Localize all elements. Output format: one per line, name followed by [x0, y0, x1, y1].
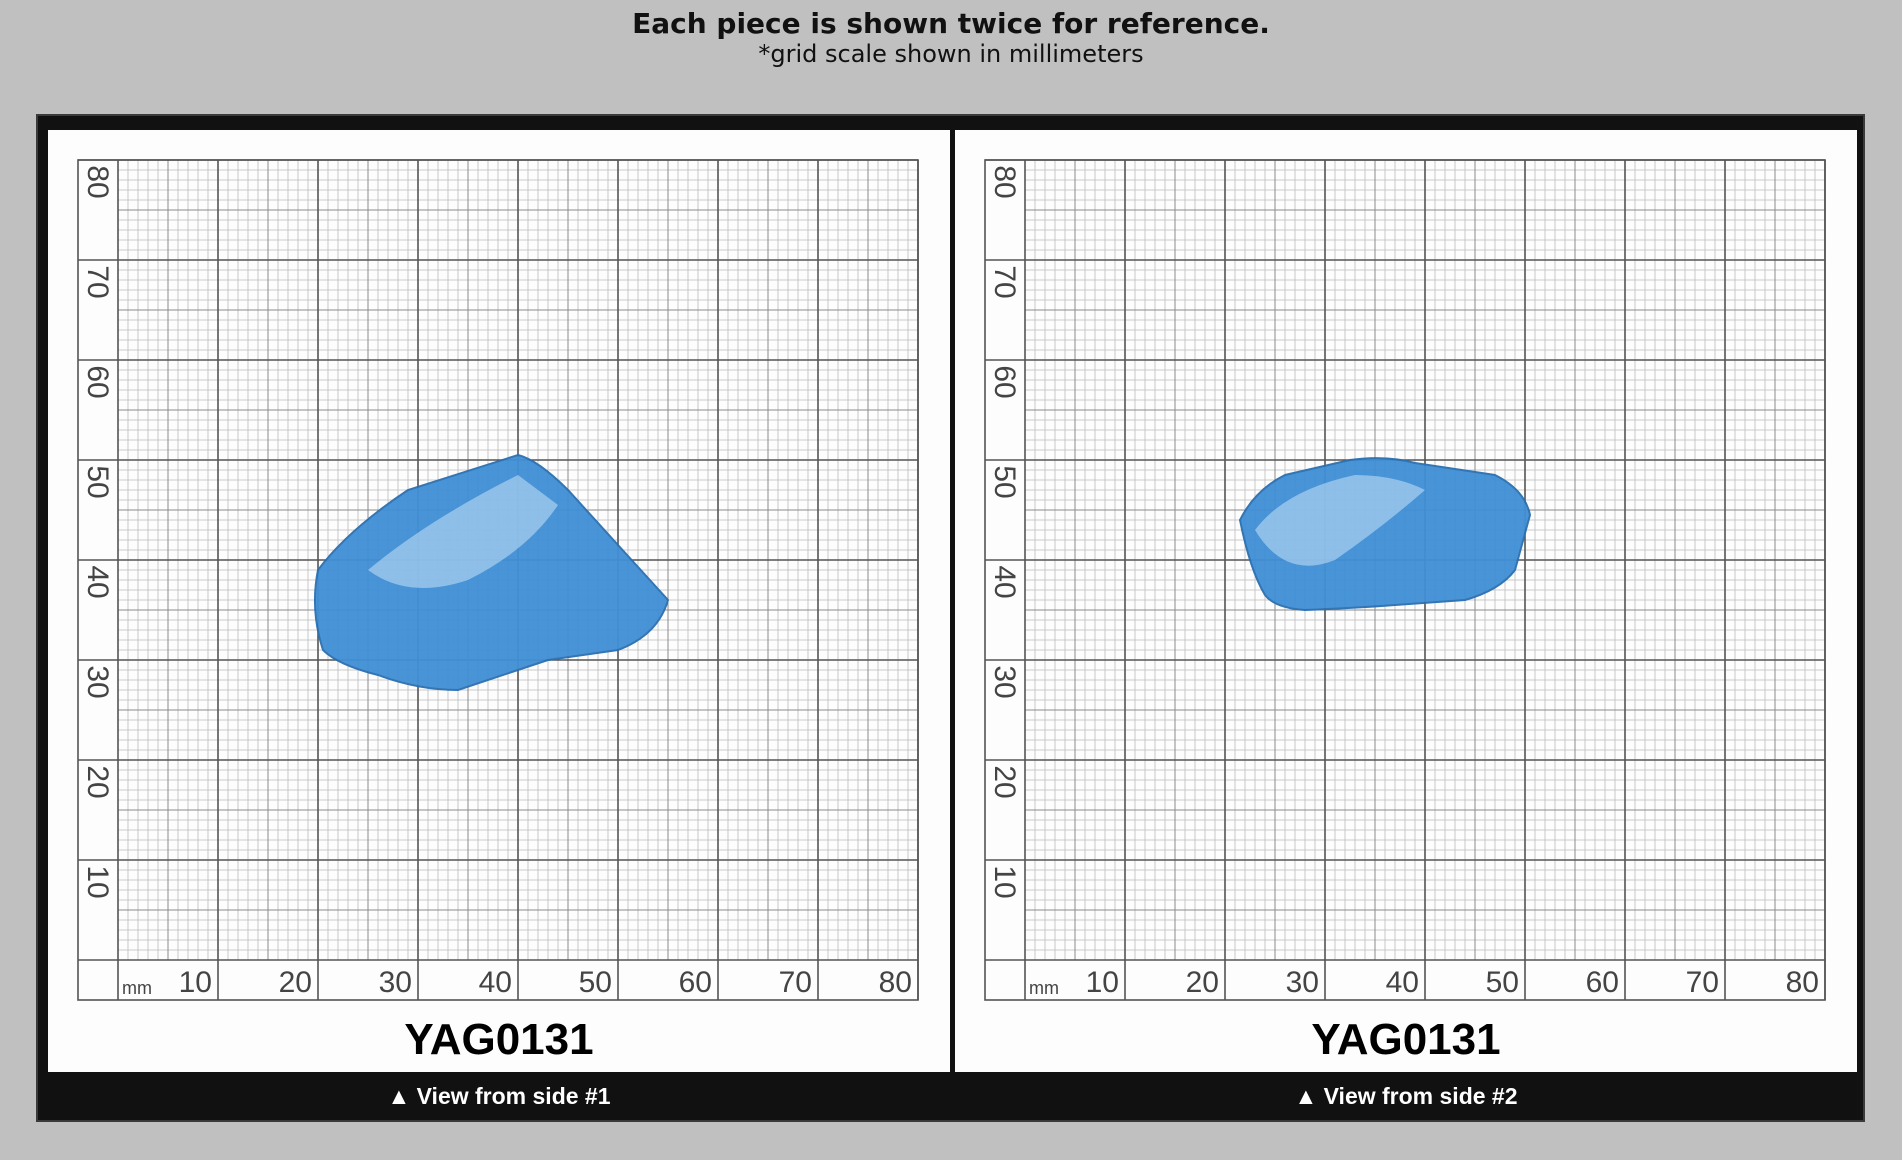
caption-side-2: ▲ View from side #2 — [1294, 1083, 1518, 1109]
gemstone-highlight — [1255, 475, 1425, 566]
y-tick-label: 40 — [988, 565, 1021, 598]
x-tick-label: 40 — [1386, 966, 1419, 999]
y-tick-label: 70 — [988, 265, 1021, 298]
x-tick-label: 60 — [1586, 966, 1619, 999]
x-tick-label: 70 — [779, 966, 812, 999]
x-tick-label: 10 — [179, 966, 212, 999]
y-tick-label: 10 — [81, 865, 114, 898]
unit-label: mm — [122, 978, 152, 998]
y-tick-label: 50 — [988, 465, 1021, 498]
y-tick-label: 30 — [81, 665, 114, 698]
y-tick-label: 80 — [81, 165, 114, 198]
y-tick-label: 50 — [81, 465, 114, 498]
y-tick-label: 60 — [988, 365, 1021, 398]
caption-side-1: ▲ View from side #1 — [387, 1083, 611, 1109]
x-tick-label: 70 — [1686, 966, 1719, 999]
y-tick-label: 70 — [81, 265, 114, 298]
gemstone-highlight — [368, 475, 558, 588]
x-tick-label: 80 — [1786, 966, 1819, 999]
x-tick-label: 50 — [579, 966, 612, 999]
x-tick-label: 20 — [1186, 966, 1219, 999]
panel-side-2: 10 20 30 40 50 60 70 80 mm 10 20 30 40 50 60 70 80 YAG01… — [955, 130, 1857, 1072]
photo-frame: 10 20 30 40 50 60 70 80 mm 10 20 30 40 50 60 70 80 YAG01… — [36, 114, 1865, 1122]
y-tick-label: 20 — [81, 765, 114, 798]
x-tick-label: 30 — [379, 966, 412, 999]
unit-label: mm — [1029, 978, 1059, 998]
x-tick-label: 10 — [1086, 966, 1119, 999]
grid-sheet-side-1: 10 20 30 40 50 60 70 80 mm 10 20 30 40 50 60 70 80 — [77, 159, 919, 1001]
grid-sheet-side-2: 10 20 30 40 50 60 70 80 mm 10 20 30 40 50 60 70 80 — [984, 159, 1826, 1001]
x-tick-label: 30 — [1286, 966, 1319, 999]
gemstone-photo — [313, 453, 670, 692]
y-tick-label: 60 — [81, 365, 114, 398]
y-tick-label: 40 — [81, 565, 114, 598]
x-tick-label: 20 — [279, 966, 312, 999]
y-tick-label: 80 — [988, 165, 1021, 198]
panel-side-1: 10 20 30 40 50 60 70 80 mm 10 20 30 40 50 60 70 80 YAG01… — [48, 130, 950, 1072]
y-tick-label: 20 — [988, 765, 1021, 798]
x-tick-label: 60 — [679, 966, 712, 999]
page-subtitle: *grid scale shown in millimeters — [758, 40, 1144, 68]
specimen-id-side-1: YAG0131 — [404, 1015, 594, 1064]
y-tick-label: 10 — [988, 865, 1021, 898]
x-tick-label: 80 — [879, 966, 912, 999]
x-tick-label: 40 — [479, 966, 512, 999]
page-title: Each piece is shown twice for reference. — [632, 7, 1270, 40]
y-tick-label: 30 — [988, 665, 1021, 698]
x-tick-label: 50 — [1486, 966, 1519, 999]
specimen-id-side-2: YAG0131 — [1311, 1015, 1501, 1064]
